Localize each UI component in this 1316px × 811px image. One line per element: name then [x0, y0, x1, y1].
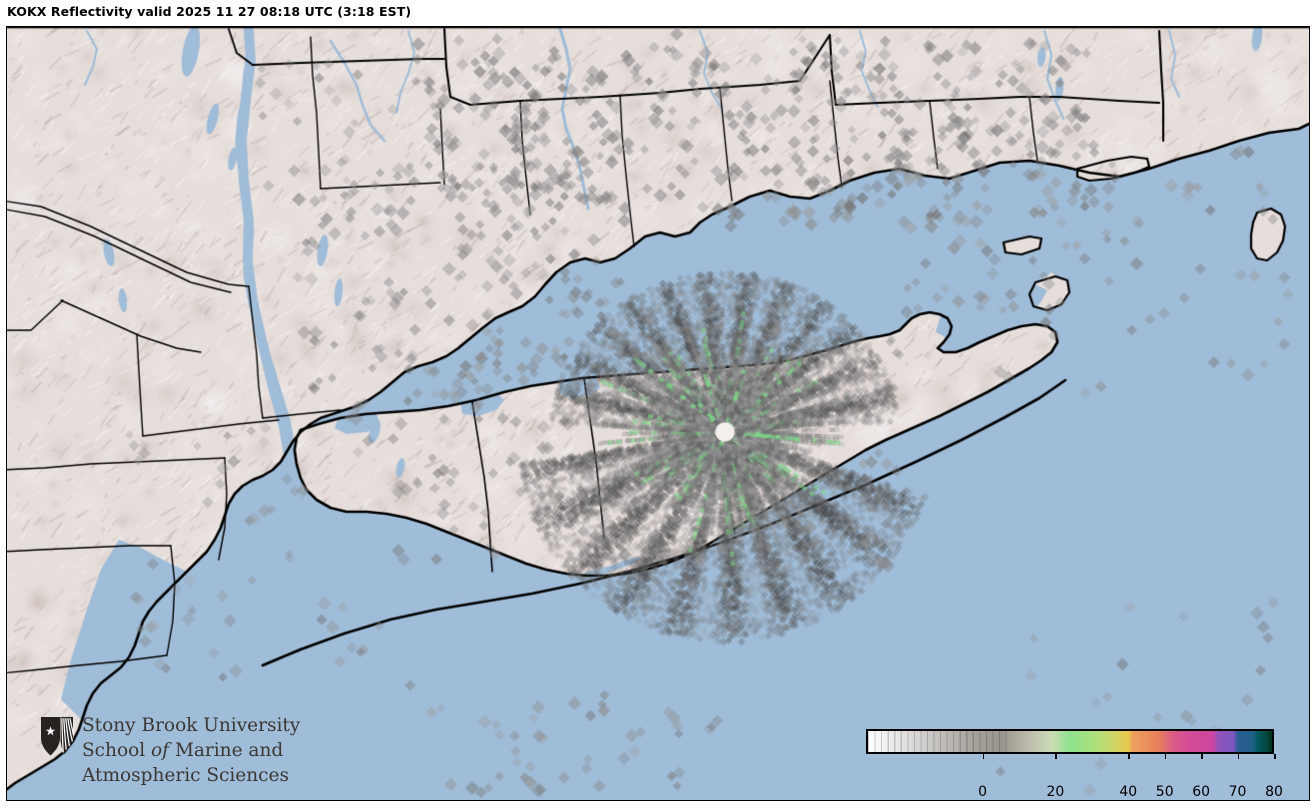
radar-map-frame[interactable]	[6, 26, 1310, 801]
page-title: KOKX Reflectivity valid 2025 11 27 08:18…	[7, 4, 412, 19]
radar-map-canvas[interactable]	[7, 27, 1309, 800]
